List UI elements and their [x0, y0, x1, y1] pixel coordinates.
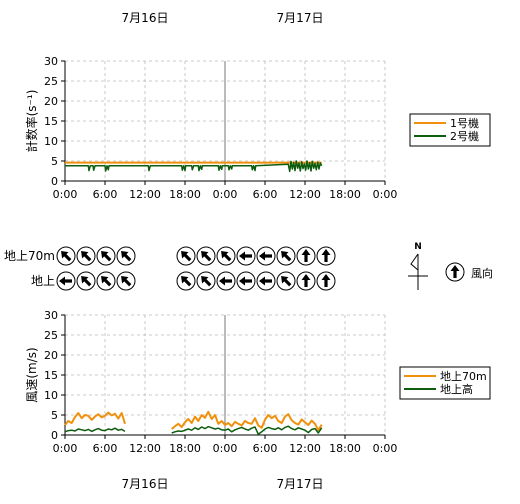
x-tick-label: 6:00 [253, 188, 278, 201]
wind-direction-arrow-icon [56, 271, 76, 291]
wind-direction-arrow-icon [196, 246, 216, 266]
x-tick-label: 0:00 [213, 442, 238, 455]
direction-row-label: 地上 [31, 274, 55, 288]
y-tick-label: 20 [44, 95, 58, 108]
x-tick-label: 0:00 [373, 188, 398, 201]
wind-direction-arrow-icon [116, 246, 136, 266]
wind-direction-arrow-icon [56, 246, 76, 266]
y-tick-label: 30 [44, 309, 58, 322]
x-tick-label: 6:00 [253, 442, 278, 455]
wind-direction-arrow-icon [256, 246, 276, 266]
x-tick-label: 18:00 [169, 442, 201, 455]
series-line-2-seg-2 [171, 425, 323, 435]
wind-direction-arrow-icon [256, 271, 276, 291]
x-tick-label: 12:00 [289, 442, 321, 455]
wind-direction-arrow-icon [216, 271, 236, 291]
x-tick-label: 0:00 [53, 188, 78, 201]
y-tick-label: 0 [51, 175, 58, 188]
direction-legend-arrow-icon [445, 262, 465, 282]
y-tick-label: 25 [44, 75, 58, 88]
y-tick-label: 15 [44, 115, 58, 128]
direction-legend-label: 風向 [471, 266, 493, 280]
x-tick-label: 6:00 [93, 188, 118, 201]
y-tick-label: 5 [51, 155, 58, 168]
wind-direction-arrow-icon [236, 246, 256, 266]
wind-direction-arrow-icon [296, 271, 316, 291]
date-label-bottom-1: 7月16日 [122, 477, 169, 491]
y-tick-label: 30 [44, 55, 58, 68]
wind-direction-arrow-icon [116, 271, 136, 291]
x-tick-label: 6:00 [93, 442, 118, 455]
x-tick-label: 18:00 [169, 188, 201, 201]
chart-panel-1: 0 5 10 15 20 25 30 0:00 6:00 12:00 18:00 0:00 6:00 12… [24, 55, 397, 201]
legend-label: 地上70m [440, 370, 487, 383]
wind-direction-arrow-icon [216, 246, 236, 266]
north-label: N [414, 242, 422, 252]
y-tick-label: 5 [51, 409, 58, 422]
wind-direction-arrow-icon [76, 246, 96, 266]
north-compass-icon: N [408, 242, 428, 290]
series-line-1-seg-2 [171, 410, 323, 432]
y-axis-label: 計数率(s⁻¹) [24, 90, 39, 153]
x-tick-label: 12:00 [289, 188, 321, 201]
x-tick-label: 18:00 [329, 442, 361, 455]
wind-direction-arrow-icon [76, 271, 96, 291]
wind-direction-grid [56, 246, 336, 291]
y-tick-label: 10 [44, 135, 58, 148]
legend-label: 2号機 [450, 129, 479, 143]
wind-direction-arrow-icon [316, 271, 336, 291]
y-tick-label: 10 [44, 389, 58, 402]
x-tick-label: 12:00 [129, 188, 161, 201]
y-tick-label: 25 [44, 329, 58, 342]
legend-label: 地上高 [440, 382, 473, 396]
y-axis-label: 風速(m/s) [25, 347, 39, 402]
direction-row-label: 地上70m [4, 249, 55, 263]
series-line-1-seg-1 [64, 411, 126, 426]
date-label-top-2: 7月17日 [277, 11, 324, 25]
chart-panel-2: 0 5 10 15 20 25 30 0:00 6:00 12:00 18:00 0:00 6:00 12… [25, 309, 397, 455]
x-tick-label: 12:00 [129, 442, 161, 455]
series-line-2-seg-1 [64, 427, 126, 433]
x-tick-label: 18:00 [329, 188, 361, 201]
wind-direction-arrow-icon [96, 246, 116, 266]
x-tick-label: 0:00 [53, 442, 78, 455]
wind-direction-arrow-icon [316, 246, 336, 266]
y-tick-label: 20 [44, 349, 58, 362]
wind-direction-arrow-icon [236, 271, 256, 291]
wind-direction-arrow-icon [176, 271, 196, 291]
x-tick-label: 0:00 [373, 442, 398, 455]
wind-direction-arrow-icon [96, 271, 116, 291]
wind-direction-arrow-icon [296, 246, 316, 266]
y-tick-label: 15 [44, 369, 58, 382]
wind-direction-arrow-icon [276, 246, 296, 266]
x-tick-label: 0:00 [213, 188, 238, 201]
wind-direction-arrow-icon [196, 271, 216, 291]
y-tick-label: 0 [51, 429, 58, 442]
legend-box [399, 366, 491, 400]
date-label-top-1: 7月16日 [122, 11, 169, 25]
wind-direction-arrow-icon [276, 271, 296, 291]
legend-box [409, 113, 491, 147]
date-label-bottom-2: 7月17日 [277, 477, 324, 491]
wind-direction-arrow-icon [176, 246, 196, 266]
series-line-2-seg-1 [65, 160, 323, 173]
legend-label: 1号機 [450, 116, 479, 130]
